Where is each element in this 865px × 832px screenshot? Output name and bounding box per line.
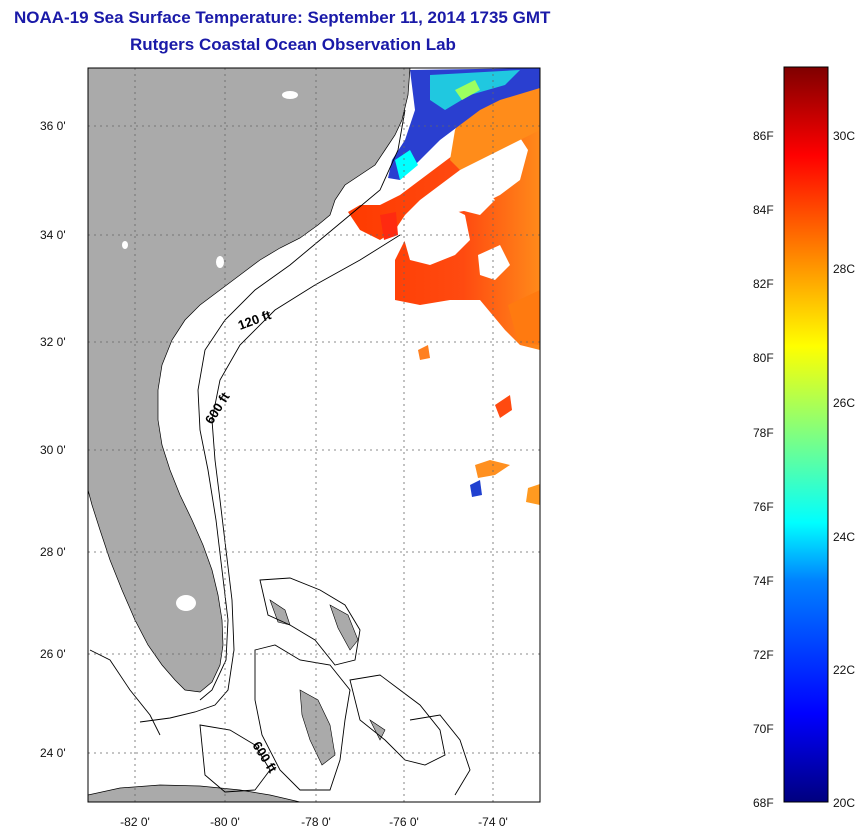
lat-tick-label: 32 0' [40, 335, 66, 349]
colorbar-f-label: 86F [753, 129, 774, 143]
contour-bahamas [409, 714, 471, 796]
lat-tick-label: 24 0' [40, 746, 66, 760]
colorbar-celsius-scale: 30C 28C 26C 24C 22C 20C [833, 129, 855, 810]
cloud-gap [455, 185, 495, 215]
colorbar-f-label: 72F [753, 648, 774, 662]
cloud-gap [400, 205, 470, 265]
lake-okeechobee [176, 595, 196, 611]
map-subtitle: Rutgers Coastal Ocean Observation Lab [130, 35, 456, 54]
contour-bahamas [349, 674, 446, 766]
contour-bahamas [254, 644, 351, 791]
lat-tick-label: 30 0' [40, 443, 66, 457]
colorbar-f-label: 70F [753, 722, 774, 736]
contour-florida-shelf [89, 649, 161, 736]
colorbar-c-label: 24C [833, 530, 855, 544]
lake [122, 241, 128, 249]
lon-tick-label: -82 0' [120, 815, 150, 829]
lat-tick-label: 36 0' [40, 119, 66, 133]
colorbar-f-label: 80F [753, 351, 774, 365]
colorbar-f-label: 84F [753, 203, 774, 217]
warm-patch [526, 484, 540, 505]
colorbar-f-label: 82F [753, 277, 774, 291]
warm-patch [508, 290, 540, 345]
contour-bahamas [259, 577, 361, 666]
cool-shelf-water [388, 68, 540, 180]
colorbar [783, 66, 829, 803]
cool-patch [470, 480, 482, 497]
longitude-axis: -82 0' -80 0' -78 0' -76 0' -74 0' [120, 815, 508, 829]
land-bahamas [329, 604, 359, 651]
land-mainland-us [88, 68, 411, 693]
land-bahamas [369, 719, 386, 741]
lake [216, 256, 224, 268]
land-bahamas [299, 689, 336, 766]
colorbar-c-label: 22C [833, 663, 855, 677]
lat-tick-label: 26 0' [40, 647, 66, 661]
green-patch [455, 80, 480, 100]
lon-tick-label: -80 0' [210, 815, 240, 829]
colorbar-f-label: 74F [753, 574, 774, 588]
lon-tick-label: -78 0' [301, 815, 331, 829]
warm-patch [380, 212, 398, 240]
map-title: NOAA-19 Sea Surface Temperature: Septemb… [14, 8, 551, 27]
lon-tick-label: -76 0' [389, 815, 419, 829]
bathymetry-contours [89, 109, 471, 796]
colorbar-fahrenheit-scale: 86F 84F 82F 80F 78F 76F 74F 72F 70F 68F [753, 129, 774, 810]
colorbar-c-label: 28C [833, 262, 855, 276]
contour-600ft-line [139, 234, 401, 723]
warm-patch [418, 345, 430, 360]
lat-tick-label: 34 0' [40, 228, 66, 242]
map-grid [88, 68, 540, 802]
colorbar-f-label: 76F [753, 500, 774, 514]
land-cuba [88, 784, 301, 802]
cloud-gap [478, 245, 510, 280]
latitude-axis: 36 0' 34 0' 32 0' 30 0' 28 0' 26 0' 24 0… [40, 119, 66, 760]
colorbar-c-label: 26C [833, 396, 855, 410]
map-content [88, 68, 540, 802]
lat-tick-label: 28 0' [40, 545, 66, 559]
lon-tick-label: -74 0' [478, 815, 508, 829]
contour-120ft-line [197, 109, 406, 701]
map-frame [87, 67, 541, 803]
cyan-nearshore [395, 150, 418, 180]
warm-patch [475, 460, 510, 478]
colorbar-f-label: 68F [753, 796, 774, 810]
contour-bahamas [199, 724, 271, 793]
lake [282, 91, 298, 99]
colorbar-f-label: 78F [753, 426, 774, 440]
colorbar-c-label: 20C [833, 796, 855, 810]
sst-data-layer [348, 68, 540, 505]
warm-patch [495, 395, 512, 418]
colorbar-c-label: 30C [833, 129, 855, 143]
